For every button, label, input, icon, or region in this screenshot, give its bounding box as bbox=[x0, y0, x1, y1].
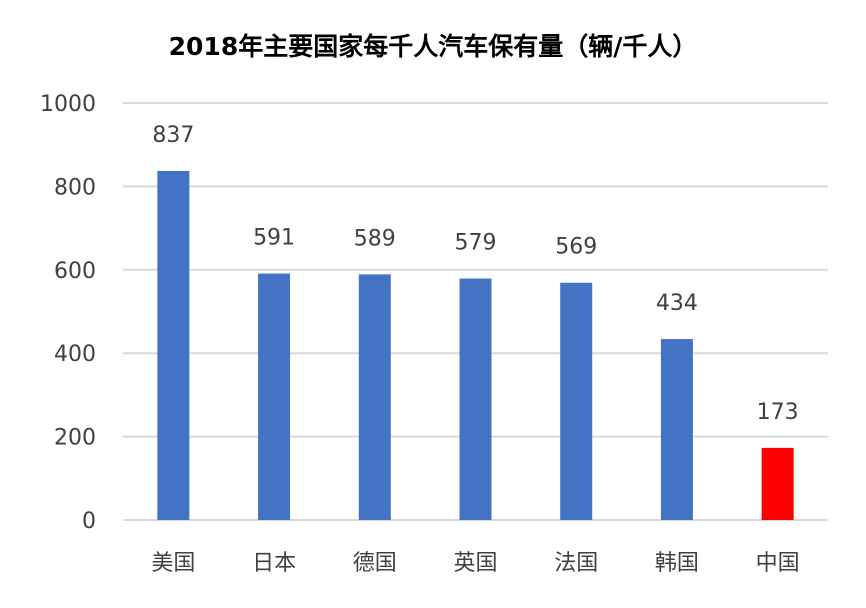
data-label: 569 bbox=[555, 235, 597, 260]
data-label: 579 bbox=[455, 231, 497, 256]
x-axis-categories: 美国 日本 德国 英国 法国 韩国 中国 bbox=[151, 551, 799, 576]
y-tick-label: 200 bbox=[54, 426, 96, 451]
y-tick-label: 600 bbox=[54, 259, 96, 284]
data-label: 591 bbox=[253, 226, 295, 251]
bar-5 bbox=[660, 339, 693, 520]
bar-6 bbox=[761, 447, 794, 520]
category-label: 法国 bbox=[554, 551, 598, 576]
data-label: 837 bbox=[152, 123, 194, 148]
data-label: 589 bbox=[354, 226, 396, 251]
data-label: 434 bbox=[656, 291, 698, 316]
category-label: 德国 bbox=[353, 551, 397, 576]
category-label: 美国 bbox=[151, 551, 195, 576]
bar-0 bbox=[157, 170, 190, 520]
y-tick-label: 1000 bbox=[40, 92, 96, 117]
bar-3 bbox=[459, 278, 492, 520]
data-labels: 837 591 589 579 569 434 173 bbox=[152, 123, 798, 425]
bar-4 bbox=[560, 282, 593, 520]
category-label: 韩国 bbox=[655, 551, 699, 576]
y-tick-label: 800 bbox=[54, 175, 96, 200]
bar-2 bbox=[358, 274, 391, 520]
y-axis-ticks: 0 200 400 600 800 1000 bbox=[40, 92, 96, 534]
category-label: 中国 bbox=[756, 551, 800, 576]
y-tick-label: 0 bbox=[82, 509, 96, 534]
bars bbox=[157, 170, 794, 520]
chart-title: 2018年主要国家每千人汽车保有量（辆/千人） bbox=[169, 32, 698, 61]
y-tick-label: 400 bbox=[54, 342, 96, 367]
category-label: 日本 bbox=[252, 551, 296, 576]
category-label: 英国 bbox=[453, 551, 497, 576]
bar-1 bbox=[258, 273, 291, 520]
data-label: 173 bbox=[757, 400, 799, 425]
